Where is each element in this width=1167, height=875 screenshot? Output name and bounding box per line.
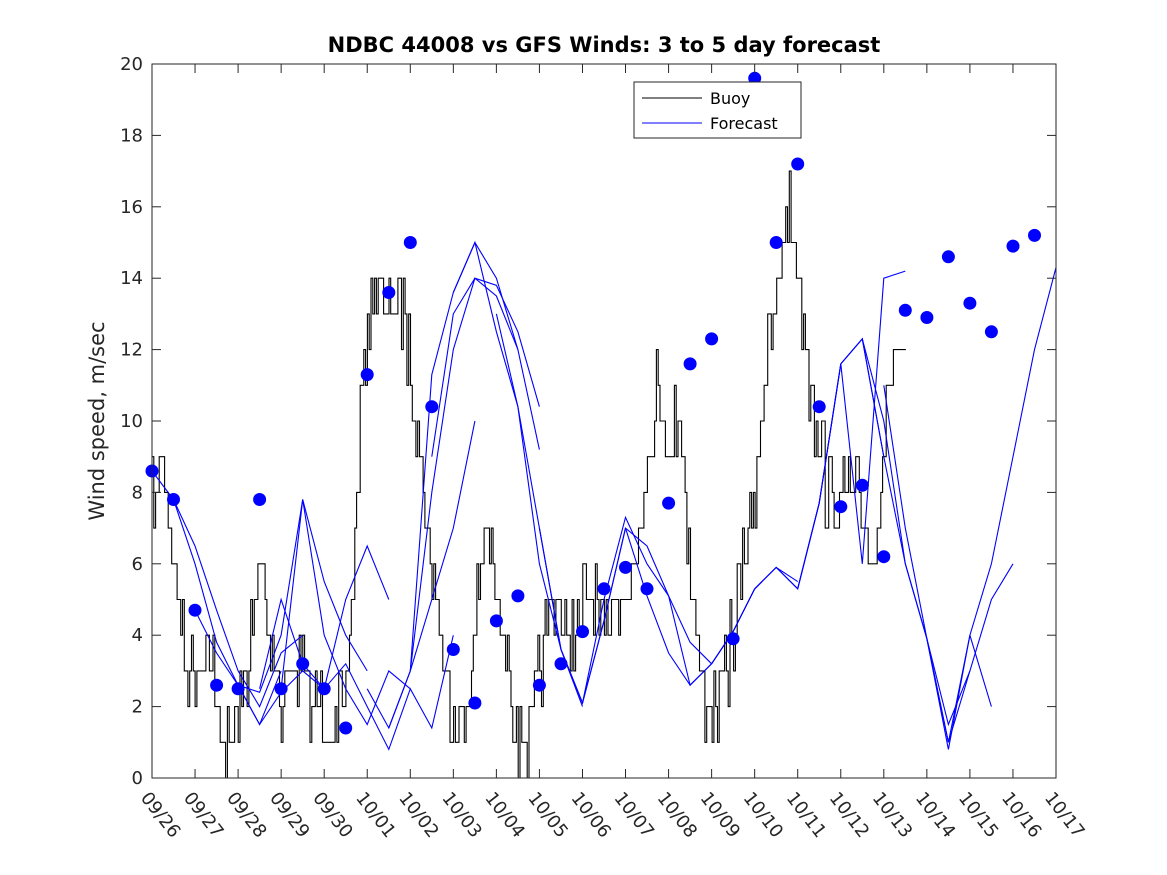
y-tick-label: 20	[120, 54, 143, 75]
y-tick-label: 2	[132, 697, 143, 718]
forecast-marker	[705, 332, 719, 346]
forecast-marker	[941, 250, 955, 264]
y-tick-label: 14	[120, 268, 143, 289]
forecast-marker	[576, 625, 589, 639]
forecast-run-line	[538, 527, 670, 705]
y-axis-label: Wind speed, m/sec	[85, 321, 109, 520]
forecast-run-line	[323, 635, 454, 751]
forecast-marker	[210, 678, 224, 692]
forecast-marker	[1028, 228, 1041, 242]
forecast-run-line	[883, 385, 1014, 727]
y-tick-label: 4	[132, 625, 143, 646]
forecast-run-line	[581, 515, 712, 704]
forecast-marker	[296, 657, 310, 671]
y-axis-ticks: 0 2 4 6 8 10 12 14 16 18 20	[120, 54, 1056, 789]
forecast-marker	[920, 311, 934, 324]
forecast-marker	[382, 286, 396, 299]
forecast-run-line	[366, 420, 476, 730]
y-tick-label: 10	[120, 411, 143, 432]
forecast-marker	[662, 496, 676, 510]
forecast-marker	[898, 303, 912, 317]
forecast-marker	[231, 682, 245, 696]
y-tick-label: 8	[132, 482, 143, 503]
forecast-marker	[532, 678, 546, 692]
y-tick-label: 16	[120, 197, 143, 218]
forecast-marker	[619, 560, 632, 574]
forecast-run-line	[280, 499, 411, 726]
forecast-marker	[489, 614, 503, 628]
forecast-marker	[812, 400, 826, 414]
forecast-marker	[317, 682, 331, 696]
forecast-marker	[167, 493, 180, 506]
forecast-series	[151, 240, 1057, 751]
legend-buoy-label: Buoy	[710, 89, 750, 108]
forecast-marker	[640, 582, 654, 596]
forecast-run-line	[797, 270, 906, 589]
legend-box	[633, 81, 802, 139]
forecast-marker	[834, 500, 848, 514]
forecast-marker	[446, 643, 460, 656]
forecast-marker	[597, 582, 611, 596]
forecast-run-line	[194, 609, 325, 726]
forecast-marker	[877, 550, 891, 564]
forecast-marker	[855, 478, 869, 492]
y-tick-label: 12	[120, 340, 143, 361]
forecast-marker	[984, 325, 998, 339]
legend: Buoy Forecast	[633, 81, 802, 139]
y-tick-label: 18	[120, 125, 143, 146]
forecast-marker	[403, 236, 417, 249]
forecast-marker	[511, 589, 525, 603]
legend-forecast-label: Forecast	[710, 114, 778, 133]
buoy-line	[152, 170, 906, 779]
forecast-marker	[963, 296, 977, 310]
forecast-marker	[468, 696, 482, 710]
forecast-marker	[791, 157, 805, 171]
forecast-run-line	[431, 277, 540, 457]
forecast-marker	[1006, 239, 1020, 253]
buoy-series	[152, 170, 906, 779]
forecast-run-line	[173, 499, 304, 708]
forecast-marker	[726, 632, 740, 646]
y-tick-label: 0	[132, 768, 143, 789]
forecast-marker	[554, 657, 568, 671]
forecast-marker	[683, 357, 697, 371]
forecast-marker	[274, 682, 288, 696]
chart-title: NDBC 44008 vs GFS Winds: 3 to 5 day fore…	[328, 33, 881, 57]
forecast-marker	[253, 493, 267, 506]
forecast-markers	[145, 71, 1041, 735]
forecast-marker	[769, 236, 783, 249]
forecast-marker	[360, 368, 374, 382]
forecast-marker	[425, 400, 439, 414]
y-tick-label: 6	[132, 554, 143, 575]
forecast-marker	[188, 603, 202, 617]
forecast-run-line	[926, 267, 1057, 743]
forecast-marker	[339, 721, 353, 735]
